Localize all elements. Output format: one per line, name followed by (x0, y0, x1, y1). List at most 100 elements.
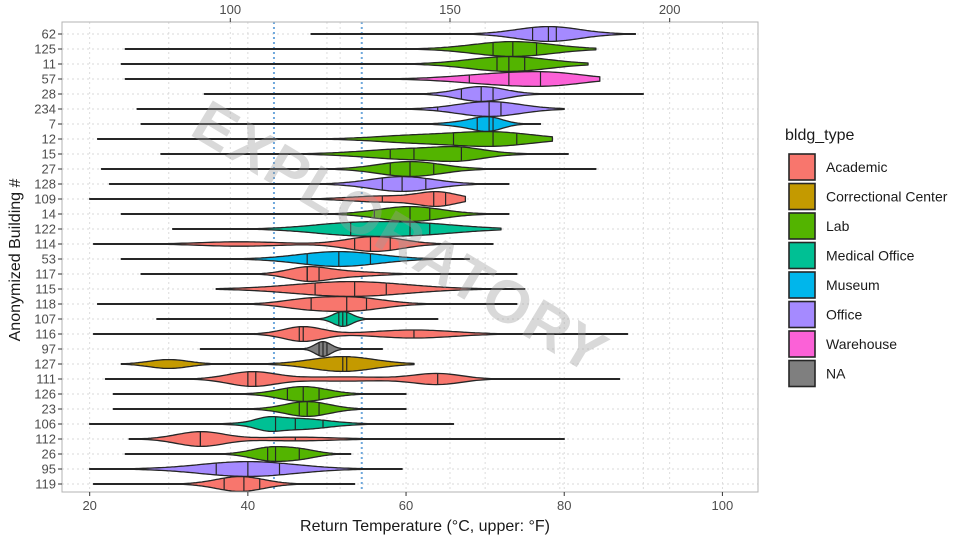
violin-building-109 (89, 190, 467, 208)
violin-building-53 (120, 250, 470, 268)
legend-items: Academic Correctional Center Lab Medical Of… (788, 153, 948, 388)
y-tick-label: 27 (42, 162, 56, 177)
legend-swatch (788, 359, 816, 388)
violin-shape (128, 430, 565, 448)
legend-swatch (788, 271, 816, 299)
y-tick-label: 117 (35, 267, 56, 282)
violin-shape (140, 115, 542, 133)
violin-building-7 (140, 115, 542, 133)
legend-item: Lab (788, 212, 850, 240)
x-tick-label: 40 (241, 498, 255, 513)
violin-shape (89, 460, 403, 478)
violin-building-27 (100, 160, 597, 178)
violin-shape (120, 250, 470, 268)
legend-item: NA (788, 359, 846, 388)
y-tick-label: 109 (34, 192, 56, 207)
legend-swatch (788, 153, 816, 181)
violin-shape (92, 235, 494, 253)
y-tick-label: 114 (35, 237, 56, 252)
y-tick-label: 125 (34, 42, 56, 57)
violin-building-57 (124, 70, 601, 88)
y-tick-label: 111 (36, 372, 56, 387)
legend-label: Office (826, 307, 863, 323)
y-tick-label: 116 (35, 327, 56, 342)
y-tick-label: 106 (34, 417, 56, 432)
violin-building-111 (104, 370, 621, 388)
violin-building-26 (124, 445, 352, 463)
x-tick-label: 100 (712, 498, 734, 513)
legend-swatch (788, 212, 816, 240)
violin-building-122 (172, 220, 502, 238)
legend-swatch (788, 300, 816, 329)
violin-shape (108, 175, 510, 193)
violin-shape (96, 295, 518, 313)
y-tick-label: 28 (42, 87, 56, 102)
x-axis-title: Return Temperature (°C, upper: °F) (300, 518, 550, 535)
legend-swatch (788, 330, 816, 358)
y-tick-label: 57 (42, 72, 56, 87)
x-tick-label: 20 (82, 498, 96, 513)
violin-shape (120, 55, 589, 73)
y-tick-label: 128 (34, 177, 56, 192)
legend-item: Academic (788, 153, 887, 181)
violin-building-117 (140, 265, 518, 283)
legend-item: Warehouse (788, 330, 897, 358)
y-tick-label: 95 (42, 462, 56, 477)
violin-building-126 (112, 385, 407, 403)
y-tick-label: 53 (42, 252, 56, 267)
violin-shape (156, 310, 439, 328)
y-tick-label: 62 (42, 27, 56, 42)
x-upper-tick-label: 200 (659, 2, 681, 17)
violin-shape (112, 385, 407, 403)
violin-shape (124, 40, 597, 58)
x-tick-label: 60 (399, 498, 413, 513)
y-tick-label: 118 (35, 297, 56, 312)
violin-building-23 (112, 400, 407, 418)
legend-label: Warehouse (826, 336, 897, 352)
violin-building-114 (92, 235, 494, 253)
violin-shape (172, 220, 502, 238)
legend-label: Medical Office (826, 248, 915, 264)
violin-shape (124, 70, 601, 88)
y-axis-title: Anonymized Building # (7, 179, 24, 342)
violin-shape (136, 100, 565, 118)
violin-building-116 (92, 325, 629, 343)
violin-building-15 (160, 145, 569, 163)
y-tick-label: 14 (42, 207, 56, 222)
y-tick-label: 126 (34, 387, 56, 402)
violin-building-28 (203, 85, 644, 103)
legend: bldg_type Academic Correctional Center Lab… (785, 127, 948, 388)
y-tick-label: 23 (42, 402, 56, 417)
legend-label: Correctional Center (826, 189, 948, 205)
legend-item: Medical Office (788, 241, 915, 270)
violin-shape (199, 340, 383, 358)
violin-building-112 (128, 430, 565, 448)
y-tick-label: 12 (42, 132, 56, 147)
violin-shape (310, 25, 637, 43)
violin-building-97 (199, 340, 383, 358)
violin-shape (120, 205, 510, 223)
violin-shape (89, 415, 455, 433)
violins (89, 25, 644, 493)
violin-building-119 (92, 475, 356, 493)
violin-building-106 (89, 415, 455, 433)
violin-shape (140, 265, 518, 283)
violin-building-14 (120, 205, 510, 223)
violin-shape (112, 400, 407, 418)
violin-shape (124, 445, 352, 463)
violin-shape (120, 355, 415, 373)
y-tick-label: 26 (42, 447, 56, 462)
violin-building-128 (108, 175, 510, 193)
y-tick-label: 115 (35, 282, 56, 297)
y-tick-label: 119 (35, 477, 56, 492)
y-tick-label: 97 (42, 342, 56, 357)
y-tick-label: 127 (34, 357, 56, 372)
violin-shape (96, 130, 554, 148)
legend-label: NA (826, 366, 846, 382)
legend-item: Correctional Center (788, 182, 948, 211)
plot-panel-border (61, 21, 759, 493)
x-upper-tick-label: 100 (219, 2, 241, 17)
legend-label: Academic (826, 159, 887, 175)
violin-building-11 (120, 55, 589, 73)
